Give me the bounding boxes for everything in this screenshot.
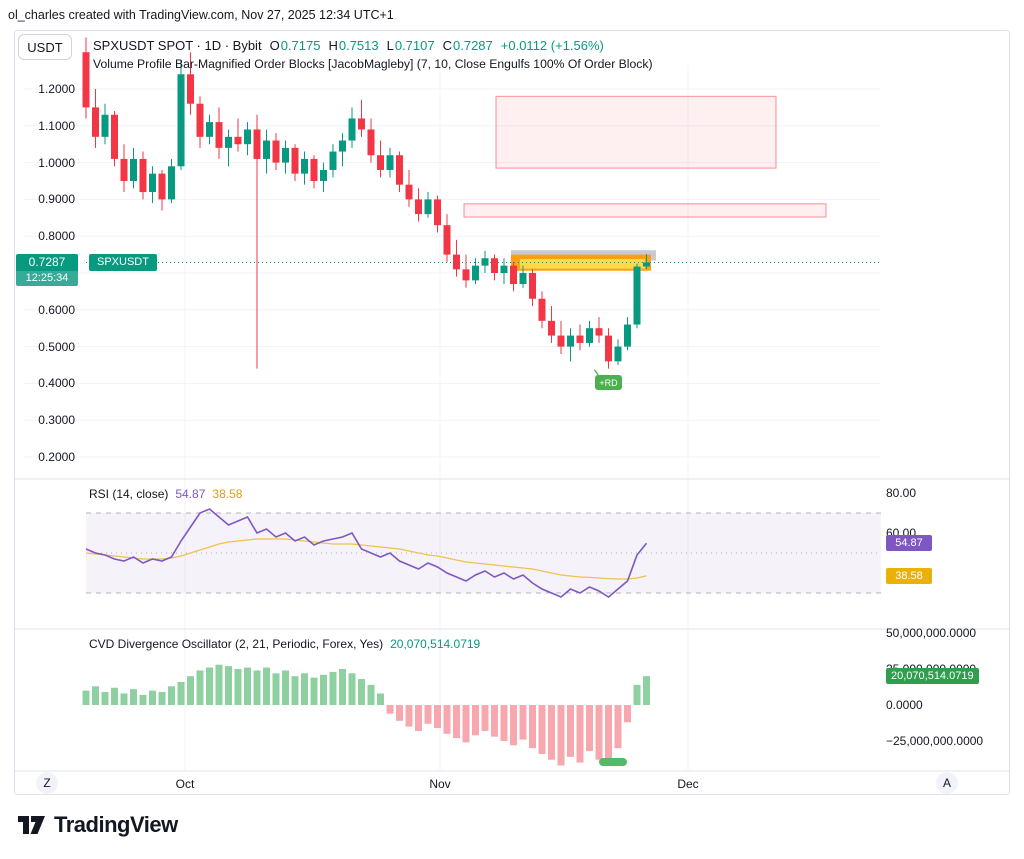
price-axis-label: 0.2000 xyxy=(38,450,75,464)
cvd-title: CVD Divergence Oscillator (2, 21, Period… xyxy=(89,637,384,651)
footer: TradingView xyxy=(16,812,178,838)
time-axis-label: Dec xyxy=(677,777,699,791)
cvd-axis-label: −25,000,000.0000 xyxy=(886,734,984,748)
rsi-axis-label: 80.00 xyxy=(886,486,917,500)
time-axis-label: Nov xyxy=(429,777,451,791)
time-axis-z-button[interactable]: Z xyxy=(36,772,58,794)
cvd-value-badge: 20,070,514.0719 xyxy=(886,668,979,685)
rsi-legend[interactable]: RSI (14, close) 54.87 38.58 xyxy=(89,487,242,501)
cvd-axis-label: 0.0000 xyxy=(886,698,923,712)
price-axis-label: 1.1000 xyxy=(38,118,75,133)
chart-container[interactable]: +RD USDT SPXUSDT SPOT · 1D · Bybit O 0.71… xyxy=(14,30,1010,795)
rsi-ma-value: 38.58 xyxy=(212,487,243,501)
ohlc-low: L 0.7107 xyxy=(386,38,435,53)
ohlc-close: C 0.7287 xyxy=(442,38,493,53)
price-axis-label: 0.4000 xyxy=(38,376,75,391)
price-badge: 0.7287 12:25:34 xyxy=(16,253,78,286)
price-axis-label: 0.9000 xyxy=(38,192,75,207)
bar-countdown: 12:25:34 xyxy=(16,270,78,286)
rsi-title: RSI (14, close) xyxy=(89,487,169,501)
svg-text:+RD: +RD xyxy=(599,378,618,388)
rsi-value: 54.87 xyxy=(175,487,206,501)
credit-line: ol_charles created with TradingView.com,… xyxy=(8,8,394,22)
cvd-legend[interactable]: CVD Divergence Oscillator (2, 21, Period… xyxy=(89,637,480,651)
ohlc-open: O 0.7175 xyxy=(269,38,321,53)
rsi-ma-value-badge: 38.58 xyxy=(886,567,932,584)
brand-wordmark: TradingView xyxy=(54,812,178,837)
price-axis-label: 0.5000 xyxy=(38,339,75,354)
cvd-axis-label: 50,000,000.0000 xyxy=(886,626,977,640)
price-change: +0.0112 (+1.56%) xyxy=(500,38,604,53)
symbol-currency-button[interactable]: USDT xyxy=(18,34,72,60)
time-axis-label: Oct xyxy=(175,777,195,791)
indicator-legend[interactable]: Volume Profile Bar-Magnified Order Block… xyxy=(93,57,653,71)
price-axis-label: 0.8000 xyxy=(38,229,75,244)
current-price-label: 0.7287 xyxy=(16,253,78,271)
rsi-value-badge: 54.87 xyxy=(886,535,932,552)
price-axis-label: 0.3000 xyxy=(38,413,75,428)
chart-legend[interactable]: SPXUSDT SPOT · 1D · Bybit O 0.7175 H 0.751… xyxy=(93,38,604,53)
ohlc-high: H 0.7513 xyxy=(328,38,379,53)
price-axis-label: 1.2000 xyxy=(38,82,75,96)
symbol-price-tag: SPXUSDT xyxy=(89,253,157,271)
tradingview-logo-icon xyxy=(18,816,45,834)
price-axis-label: 1.0000 xyxy=(38,155,75,170)
time-axis-a-button[interactable]: A xyxy=(936,772,958,794)
main-chart-svg[interactable]: +RD xyxy=(15,31,1010,795)
cvd-value: 20,070,514.0719 xyxy=(390,637,481,651)
price-axis-label: 0.6000 xyxy=(38,302,75,317)
legend-symbol-text: SPXUSDT SPOT · 1D · Bybit xyxy=(93,38,262,53)
